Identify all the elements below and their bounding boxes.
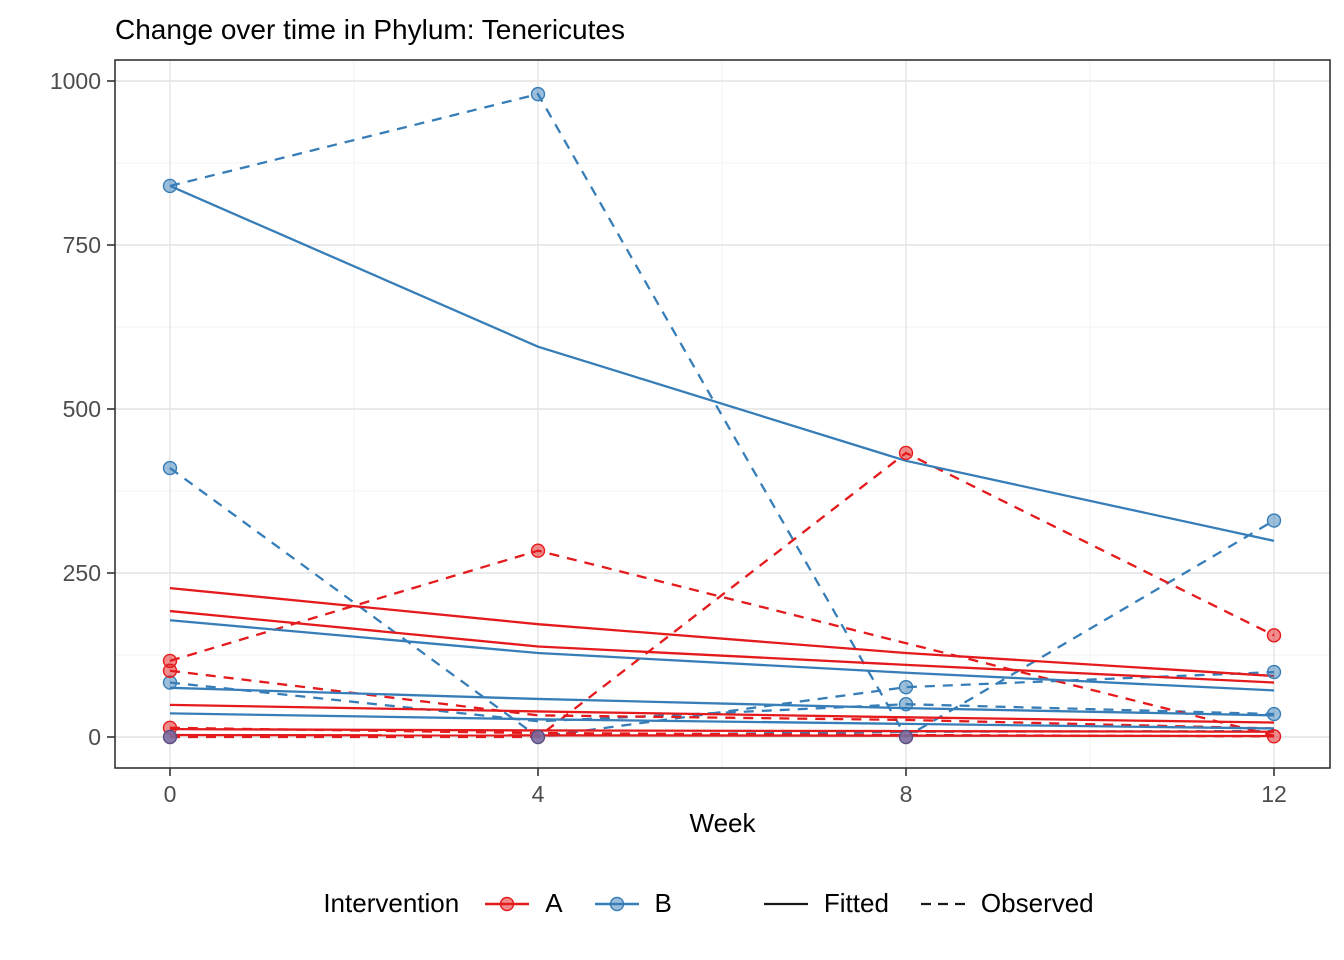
fitted-line-a3-fitted xyxy=(169,703,1275,724)
fitted-line-b4-fitted xyxy=(169,712,1275,730)
data-point-b-wk0 xyxy=(162,460,178,476)
fitted-line-a4-fitted xyxy=(169,727,1275,733)
legend-key-observed-icon xyxy=(920,902,965,905)
legend-label-b: B xyxy=(654,888,672,918)
data-point-b-wk0 xyxy=(162,675,178,690)
fitted-line-b3-fitted xyxy=(169,686,1275,717)
data-point-b-wk12 xyxy=(1266,706,1282,722)
data-point-b-wk12 xyxy=(1266,664,1282,680)
x-tick-label: 8 xyxy=(900,781,913,807)
y-tick-label: 750 xyxy=(63,232,101,258)
data-point-a-wk0 xyxy=(162,663,178,678)
legend: Intervention A B Fitted Observed xyxy=(115,888,1330,919)
data-point-ab-wk4 xyxy=(530,729,546,745)
plot-title: Change over time in Phylum: Tenericutes xyxy=(115,14,625,45)
fitted-line-a1-fitted xyxy=(169,586,1275,678)
panel-border xyxy=(114,59,1331,769)
fitted-line-b1-fitted xyxy=(169,184,1275,542)
y-tick-label: 1000 xyxy=(50,68,101,94)
legend-label-a: A xyxy=(545,888,563,918)
data-point-b-wk4 xyxy=(530,86,546,102)
data-point-a-wk8 xyxy=(898,445,914,461)
fitted-line-a2-fitted xyxy=(169,609,1275,684)
y-tick-label: 250 xyxy=(63,560,101,586)
observed-line-b3-observed xyxy=(169,681,1275,723)
legend-title: Intervention xyxy=(323,888,460,918)
legend-key-fitted-icon xyxy=(763,902,808,905)
x-axis-title: Week xyxy=(689,808,756,838)
observed-line-a4-observed xyxy=(170,451,1275,739)
data-point-ab-wk8 xyxy=(898,729,914,745)
data-point-ab-wk0 xyxy=(162,729,178,745)
observed-line-b2-observed xyxy=(169,467,1275,739)
legend-label-observed: Observed xyxy=(980,888,1094,918)
data-point-b-wk12 xyxy=(1266,513,1282,528)
fitted-line-a5-fitted xyxy=(169,733,1275,738)
fitted-line-b2-fitted xyxy=(169,619,1275,692)
x-tick-label: 12 xyxy=(1261,781,1287,807)
legend-label-fitted: Fitted xyxy=(823,888,889,918)
legend-key-intervention-a-icon xyxy=(485,896,530,911)
observed-line-b1-observed xyxy=(169,92,1275,739)
y-tick-label: 500 xyxy=(63,396,101,422)
data-point-a-wk4 xyxy=(530,543,546,558)
data-point-b-wk8 xyxy=(898,679,914,695)
y-tick-label: 0 xyxy=(88,724,101,750)
data-point-b-wk8 xyxy=(898,697,914,712)
data-point-b-wk0 xyxy=(162,178,178,194)
legend-key-intervention-b-icon xyxy=(594,896,639,911)
data-point-a-wk12 xyxy=(1266,729,1282,744)
data-point-a-wk12 xyxy=(1266,628,1282,643)
x-tick-label: 0 xyxy=(164,781,177,807)
x-tick-label: 4 xyxy=(532,781,545,807)
